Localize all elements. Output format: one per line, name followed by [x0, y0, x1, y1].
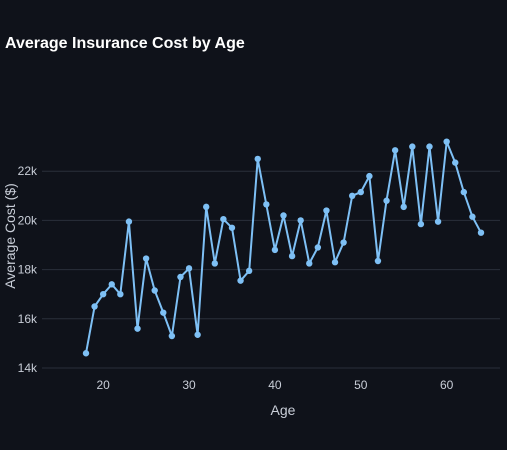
data-point [331, 259, 339, 266]
data-point [168, 332, 176, 340]
data-point [99, 291, 107, 298]
x-tick-label: 40 [268, 378, 282, 392]
data-point [117, 291, 124, 298]
data-point [185, 265, 193, 272]
data-point [374, 257, 382, 265]
data-point [409, 143, 416, 150]
data-point [306, 260, 313, 267]
data-point [203, 203, 210, 211]
data-point [469, 213, 476, 220]
x-tick-label: 50 [354, 378, 368, 392]
y-tick-label: 16k [18, 312, 38, 326]
y-tick-label: 22k [18, 164, 38, 178]
data-point [142, 255, 150, 262]
data-point [391, 147, 399, 154]
data-point [125, 218, 133, 225]
x-tick-label: 60 [440, 378, 454, 392]
data-point [254, 155, 261, 163]
data-point [357, 188, 364, 196]
data-point [452, 159, 459, 166]
data-point [151, 287, 158, 294]
data-point [383, 197, 390, 204]
data-point [82, 350, 90, 357]
y-axis-label: Average Cost ($) [2, 183, 18, 289]
x-axis-label: Age [271, 402, 296, 418]
x-tick-label: 20 [96, 378, 110, 392]
data-point [366, 172, 373, 180]
data-point [443, 138, 450, 145]
data-point [297, 217, 304, 224]
data-point [323, 207, 330, 214]
chart-title: Average Insurance Cost by Age [5, 35, 245, 52]
data-point [91, 303, 98, 310]
data-point [263, 201, 270, 208]
data-point [211, 260, 219, 267]
data-point [288, 252, 296, 260]
data-point [177, 273, 184, 281]
data-point [417, 220, 425, 228]
data-point [271, 246, 279, 254]
data-point [460, 188, 468, 196]
x-tick-label: 30 [182, 378, 196, 392]
data-point [477, 229, 485, 236]
y-tick-label: 20k [18, 213, 38, 227]
data-point [280, 212, 287, 219]
data-point [434, 218, 442, 225]
data-point [228, 224, 236, 231]
data-point [426, 143, 433, 150]
y-tick-label: 18k [18, 263, 38, 277]
data-point [314, 244, 322, 251]
series-line [85, 140, 482, 354]
data-point [220, 215, 227, 223]
data-point [194, 331, 201, 338]
y-tick-label: 14k [18, 361, 38, 375]
data-point [348, 192, 356, 199]
data-point [245, 267, 253, 275]
data-point [108, 281, 115, 288]
data-point [134, 325, 141, 332]
data-point [237, 277, 244, 284]
data-point [160, 309, 167, 316]
data-point [340, 239, 347, 246]
data-point [400, 203, 407, 211]
